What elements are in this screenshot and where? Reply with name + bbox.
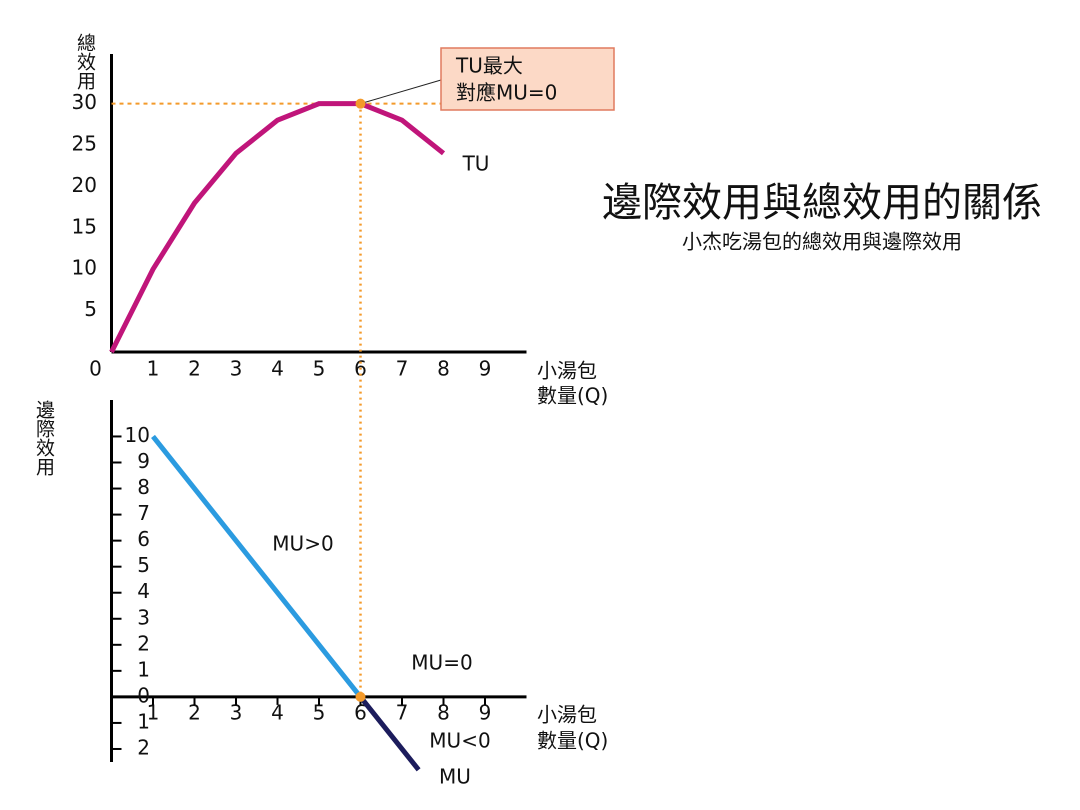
- x-tick-label: 0: [89, 357, 102, 381]
- y-tick-label: 2: [137, 735, 150, 759]
- x-tick-label: 1: [147, 357, 160, 381]
- annotation: TU最大: [455, 54, 523, 78]
- y-tick-label: 9: [137, 449, 150, 473]
- annotation: MU=0: [411, 651, 472, 675]
- x-tick-label: 5: [313, 701, 326, 725]
- x-tick-label: 4: [271, 357, 284, 381]
- y-tick-label: 7: [137, 501, 150, 525]
- y-tick-label: 15: [72, 214, 97, 238]
- x-tick-label: 4: [271, 701, 284, 725]
- y-tick-label: 20: [72, 173, 97, 197]
- reference-point: [355, 98, 366, 109]
- x-tick-label: 9: [479, 701, 492, 725]
- series-label: MU>0: [272, 532, 333, 556]
- x-tick-label: 2: [188, 357, 201, 381]
- leader-line: [360, 79, 442, 105]
- annotation-box: [440, 47, 615, 111]
- reference-point: [355, 691, 366, 702]
- y-tick-label: 5: [137, 553, 150, 577]
- x-tick-label: 8: [437, 701, 450, 725]
- y-tick-label: 3: [137, 605, 150, 629]
- series-line: [358, 695, 421, 772]
- line-label: MU: [439, 765, 471, 789]
- series-label: TU: [462, 152, 490, 176]
- y-tick-label: 25: [72, 132, 97, 156]
- y-tick-label: 10: [72, 256, 97, 280]
- series-line: [151, 434, 363, 699]
- x-tick-label: 2: [188, 701, 201, 725]
- y-tick-label: 1: [137, 709, 150, 733]
- x-axis-label: 數量(Q): [537, 729, 608, 753]
- x-tick-label: 7: [396, 357, 409, 381]
- y-tick-label: 8: [137, 475, 150, 499]
- x-tick-label: 8: [437, 357, 450, 381]
- y-tick-label: 0: [137, 683, 150, 707]
- x-axis-label: 小湯包: [537, 359, 597, 383]
- x-tick-label: 7: [396, 701, 409, 725]
- y-tick-label: 5: [84, 297, 97, 321]
- y-tick-label: 10: [125, 423, 150, 447]
- x-tick-label: 9: [479, 357, 492, 381]
- y-axis-label: 邊際效用: [33, 400, 55, 476]
- y-tick-label: 6: [137, 527, 150, 551]
- x-tick-label: 3: [230, 701, 243, 725]
- series-label: MU<0: [429, 729, 490, 753]
- y-axis-label: 總效用: [74, 33, 96, 90]
- x-tick-label: 6: [354, 701, 367, 725]
- y-tick-label: 2: [137, 631, 150, 655]
- x-tick-label: 3: [230, 357, 243, 381]
- slide-title: 邊際效用與總效用的關係: [602, 180, 1042, 226]
- x-tick-label: 5: [313, 357, 326, 381]
- y-tick-label: 4: [137, 579, 150, 603]
- slide-subtitle: 小杰吃湯包的總效用與邊際效用: [682, 230, 962, 254]
- series-line: [109, 101, 446, 354]
- annotation: 對應MU=0: [456, 81, 557, 105]
- x-axis-label: 小湯包: [537, 703, 597, 727]
- x-axis-label: 數量(Q): [537, 384, 608, 408]
- y-tick-label: 1: [137, 657, 150, 681]
- y-tick-label: 30: [72, 90, 97, 114]
- x-tick-label: 1: [147, 701, 160, 725]
